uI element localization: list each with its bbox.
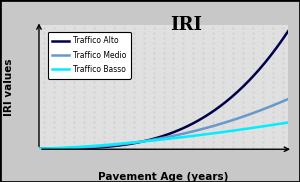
Traffico Alto <box>217 106 220 108</box>
Traffico Basso <box>218 131 222 134</box>
Traffico Basso <box>37 147 41 150</box>
Traffico Medio <box>286 98 290 100</box>
Traffico Medio <box>37 147 41 150</box>
Line: Traffico Basso: Traffico Basso <box>39 122 288 149</box>
Traffico Alto <box>118 144 122 147</box>
Traffico Basso <box>136 141 140 143</box>
Traffico Alto <box>136 141 140 144</box>
Traffico Medio <box>217 123 220 126</box>
Text: IRI values: IRI values <box>4 59 14 116</box>
Traffico Basso <box>217 132 220 134</box>
Traffico Alto <box>67 147 71 150</box>
Line: Traffico Alto: Traffico Alto <box>39 31 288 149</box>
Traffico Alto <box>218 105 222 107</box>
Traffico Medio <box>218 123 222 125</box>
Line: Traffico Medio: Traffico Medio <box>39 99 288 149</box>
Traffico Basso <box>286 121 290 124</box>
Traffico Medio <box>194 130 197 132</box>
Traffico Alto <box>37 147 41 150</box>
Traffico Basso <box>118 143 122 145</box>
Legend: Traffico Alto, Traffico Medio, Traffico Basso: Traffico Alto, Traffico Medio, Traffico … <box>48 32 131 79</box>
Traffico Medio <box>136 141 140 143</box>
Traffico Basso <box>67 146 71 149</box>
Traffico Medio <box>67 147 71 149</box>
Traffico Medio <box>118 143 122 145</box>
Traffico Alto <box>194 121 197 123</box>
Traffico Alto <box>286 30 290 32</box>
Text: Pavement Age (years): Pavement Age (years) <box>98 171 229 181</box>
Traffico Basso <box>194 134 197 137</box>
Text: IRI: IRI <box>170 16 202 34</box>
